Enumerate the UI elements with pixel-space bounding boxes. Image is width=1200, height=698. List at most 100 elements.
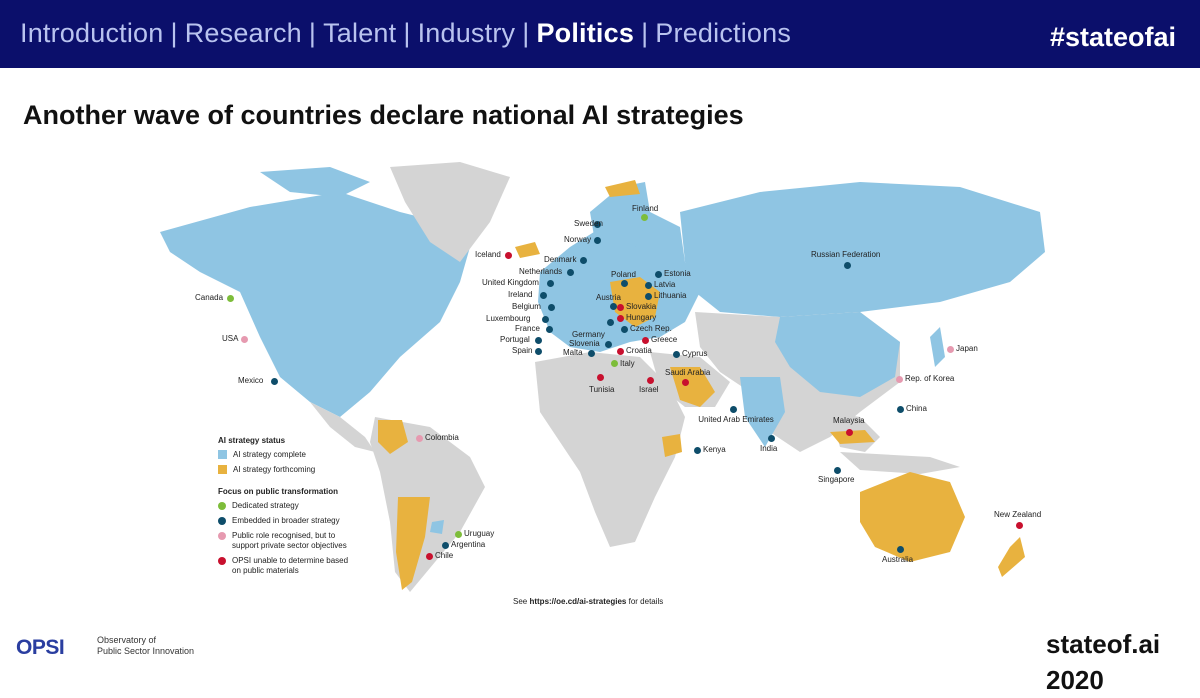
marker-denmark[interactable] (579, 256, 587, 264)
marker-australia[interactable] (896, 545, 904, 553)
nav-item-predictions[interactable]: Predictions (655, 18, 792, 48)
legend-item: Dedicated strategy (218, 501, 418, 511)
marker-malaysia[interactable] (845, 428, 853, 436)
nav-item-introduction[interactable]: Introduction (20, 18, 164, 48)
landmass-india (740, 377, 785, 447)
label-netherlands: Netherlands (519, 267, 563, 276)
marker-new-zealand[interactable] (1015, 521, 1023, 529)
marker-germany[interactable] (606, 318, 614, 326)
label-slovakia: Slovakia (626, 302, 657, 311)
label-italy: Italy (620, 359, 635, 368)
label-israel: Israel (639, 385, 659, 394)
marker-sweden[interactable] (593, 220, 601, 228)
marker-spain[interactable] (534, 347, 542, 355)
marker-mexico[interactable] (270, 377, 278, 385)
marker-slovenia[interactable] (604, 340, 612, 348)
marker-estonia[interactable] (654, 270, 662, 278)
marker-singapore[interactable] (833, 466, 841, 474)
legend-label: OPSI unable to determine based on public… (232, 556, 349, 575)
marker-france[interactable] (545, 325, 553, 333)
nav-item-research[interactable]: Research (184, 18, 302, 48)
legend-dot-dedicated (218, 502, 226, 510)
nav-item-talent[interactable]: Talent (323, 18, 397, 48)
marker-hungary[interactable] (616, 314, 624, 322)
marker-norway[interactable] (593, 236, 601, 244)
source-note-prefix: See (513, 597, 530, 606)
marker-cyprus[interactable] (672, 350, 680, 358)
nav-separator: | (308, 18, 317, 48)
marker-israel[interactable] (646, 376, 654, 384)
label-korea: Rep. of Korea (905, 374, 955, 383)
legend-swatch-complete (218, 450, 227, 459)
label-china: China (906, 404, 927, 413)
label-india: India (760, 444, 778, 453)
label-finland: Finland (632, 204, 659, 213)
marker-japan[interactable] (946, 345, 954, 353)
nav-separator: | (403, 18, 411, 48)
landmass-central-america (310, 402, 375, 452)
slide-title: Another wave of countries declare nation… (23, 100, 744, 130)
label-russia: Russian Federation (811, 250, 881, 259)
marker-italy[interactable] (610, 359, 618, 367)
world-map: Canada USA Mexico Colombia Uruguay Argen… (140, 152, 1060, 612)
marker-iceland[interactable] (504, 251, 512, 259)
label-luxembourg: Luxembourg (486, 314, 531, 323)
marker-uruguay[interactable] (454, 530, 462, 538)
marker-belgium[interactable] (547, 303, 555, 311)
source-link[interactable]: https://oe.cd/ai-strategies (529, 597, 627, 606)
marker-usa[interactable] (240, 335, 248, 343)
label-uruguay: Uruguay (464, 529, 495, 538)
marker-india[interactable] (767, 434, 775, 442)
label-sweden: Sweden (574, 219, 603, 228)
marker-canada[interactable] (226, 294, 234, 302)
landmass-north-america (160, 192, 470, 417)
landmass-greenland (390, 162, 510, 262)
marker-luxembourg[interactable] (541, 315, 549, 323)
marker-chile[interactable] (425, 552, 433, 560)
legend-dot-public-role (218, 532, 226, 540)
legend-label: AI strategy complete (233, 450, 306, 459)
marker-portugal[interactable] (534, 336, 542, 344)
marker-tunisia[interactable] (596, 373, 604, 381)
opsi-logo: OPSI (16, 636, 65, 659)
legend-item: OPSI unable to determine based on public… (218, 556, 418, 576)
marker-colombia[interactable] (415, 434, 423, 442)
marker-korea[interactable] (895, 375, 903, 383)
label-singapore: Singapore (818, 475, 855, 484)
nav-separator: | (170, 18, 178, 48)
marker-argentina[interactable] (441, 541, 449, 549)
landmass-africa (535, 352, 685, 547)
landmass-central-europe (610, 277, 660, 327)
marker-china[interactable] (896, 405, 904, 413)
marker-czech-rep[interactable] (620, 325, 628, 333)
marker-netherlands[interactable] (566, 268, 574, 276)
legend-item: AI strategy forthcoming (218, 465, 418, 475)
landmass-russia (680, 182, 1045, 317)
marker-ireland[interactable] (539, 291, 547, 299)
marker-austria[interactable] (609, 302, 617, 310)
landmass-new-zealand (998, 537, 1025, 577)
nav-item-politics[interactable]: Politics (536, 18, 635, 48)
marker-finland[interactable] (640, 213, 648, 221)
label-kenya: Kenya (703, 445, 726, 454)
marker-united-kingdom[interactable] (546, 279, 554, 287)
marker-slovakia[interactable] (616, 303, 624, 311)
marker-poland[interactable] (620, 279, 628, 287)
marker-kenya[interactable] (693, 446, 701, 454)
landmass-iceland (515, 242, 540, 258)
marker-malta[interactable] (587, 349, 595, 357)
label-belgium: Belgium (512, 302, 541, 311)
marker-uae[interactable] (729, 405, 737, 413)
world-map-shapes (160, 162, 1045, 592)
marker-lithuania[interactable] (644, 292, 652, 300)
marker-saudi-arabia[interactable] (681, 378, 689, 386)
hashtag: #stateofai (1050, 22, 1177, 52)
label-latvia: Latvia (654, 280, 676, 289)
nav-item-industry[interactable]: Industry (417, 18, 516, 48)
marker-croatia[interactable] (616, 347, 624, 355)
label-mexico: Mexico (238, 376, 264, 385)
marker-russia[interactable] (843, 261, 851, 269)
marker-latvia[interactable] (644, 281, 652, 289)
label-portugal: Portugal (500, 335, 530, 344)
marker-greece[interactable] (641, 336, 649, 344)
